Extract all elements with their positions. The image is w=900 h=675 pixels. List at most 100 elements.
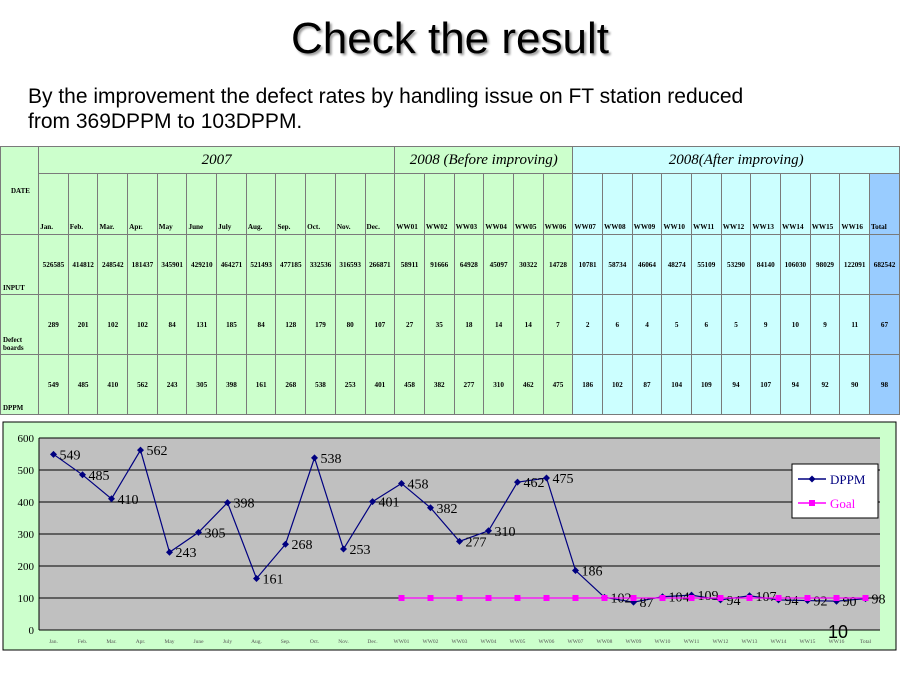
data-point-dppm	[50, 450, 57, 458]
month-header-cell: WW02	[423, 173, 455, 235]
x-tick-label: Feb.	[78, 639, 88, 645]
x-tick-label: June	[193, 639, 204, 645]
month-header-cell: June	[186, 173, 218, 235]
y-tick-label: 100	[18, 593, 35, 605]
data-point-dppm	[543, 474, 550, 482]
data-point-dppm	[79, 471, 86, 479]
dppm-cell: 305	[186, 354, 218, 415]
data-point-dppm	[108, 495, 115, 503]
data-point-dppm	[572, 566, 579, 574]
input-cell: 181437	[127, 234, 158, 295]
input-cell: 266871	[364, 234, 396, 295]
month-header-cell: Sep.	[275, 173, 307, 235]
x-tick-label: Total	[860, 639, 872, 645]
input-cell: 64928	[453, 234, 485, 295]
defect-cell: 6	[691, 294, 722, 355]
data-point-dppm	[224, 499, 231, 507]
x-tick-label: WW02	[423, 639, 439, 645]
x-tick-label: Aug.	[251, 639, 262, 645]
group-after-header: 2008(After improving)	[572, 146, 900, 174]
group-before-header: 2008 (Before improving)	[394, 146, 574, 174]
defect-cell: 14	[483, 294, 514, 355]
x-tick-label: WW01	[394, 639, 410, 645]
x-tick-label: Mar.	[106, 639, 117, 645]
month-header-cell: WW06	[542, 173, 574, 235]
dppm-data-table: DATE 2007 2008 (Before improving) 2008(A…	[0, 146, 900, 415]
month-header-cell: WW04	[483, 173, 514, 235]
dppm-cell: 458	[394, 354, 425, 415]
y-tick-label: 0	[29, 625, 35, 637]
defect-row-label: Defect boards	[0, 294, 40, 355]
month-header-cell: Feb.	[67, 173, 99, 235]
month-header-cell: WW13	[750, 173, 782, 235]
data-label: 94	[785, 594, 799, 609]
slide-title: Check the result	[291, 14, 609, 63]
data-point-goal	[543, 595, 550, 601]
defect-cell: 27	[394, 294, 425, 355]
data-label: 107	[756, 590, 777, 605]
dppm-cell: 277	[453, 354, 485, 415]
data-point-dppm	[166, 548, 173, 556]
month-header-cell: WW14	[780, 173, 811, 235]
data-label: 92	[814, 595, 828, 610]
month-header-cell: Oct.	[305, 173, 336, 235]
y-tick-label: 600	[18, 433, 35, 445]
group-2007-header: 2007	[38, 146, 396, 174]
input-cell: 477185	[275, 234, 307, 295]
defect-cell: 102	[97, 294, 129, 355]
input-row-label: INPUT	[0, 234, 40, 295]
data-point-goal	[775, 595, 782, 601]
input-cell: 30322	[512, 234, 544, 295]
data-point-goal	[427, 595, 434, 601]
defect-cell: 84	[156, 294, 188, 355]
defect-cell: 9	[809, 294, 841, 355]
x-tick-label: WW14	[771, 639, 787, 645]
x-tick-label: WW05	[510, 639, 526, 645]
slide-subtitle: By the improvement the defect rates by h…	[28, 84, 828, 134]
data-label: 253	[350, 543, 371, 558]
dppm-cell: 268	[275, 354, 307, 415]
x-tick-label: WW08	[597, 639, 613, 645]
month-header-cell: May	[156, 173, 188, 235]
dppm-cell: 485	[67, 354, 99, 415]
input-cell: 316593	[334, 234, 366, 295]
data-label: 485	[89, 469, 110, 484]
input-cell: 464271	[216, 234, 247, 295]
data-label: 475	[553, 472, 574, 487]
data-point-dppm	[195, 528, 202, 536]
dppm-cell: 186	[572, 354, 603, 415]
x-tick-label: May	[164, 639, 174, 645]
data-point-dppm	[282, 540, 289, 548]
dppm-cell: 104	[661, 354, 693, 415]
input-cell: 122091	[839, 234, 871, 295]
dppm-cell: 90	[839, 354, 871, 415]
defect-cell: 289	[38, 294, 69, 355]
dppm-cell: 109	[691, 354, 722, 415]
month-header-cell: WW09	[631, 173, 663, 235]
data-label: 186	[582, 564, 603, 579]
data-point-dppm	[311, 454, 318, 462]
dppm-cell: 475	[542, 354, 574, 415]
data-point-dppm	[514, 478, 521, 486]
x-tick-label: WW13	[742, 639, 758, 645]
month-header-cell: WW05	[512, 173, 544, 235]
defect-cell: 179	[305, 294, 336, 355]
data-point-goal	[833, 595, 840, 601]
dppm-cell: 401	[364, 354, 396, 415]
defect-cell: 107	[364, 294, 396, 355]
input-cell: 58734	[602, 234, 633, 295]
x-tick-label: Dec.	[367, 639, 378, 645]
input-cell: 10781	[572, 234, 603, 295]
data-label: 102	[611, 591, 632, 606]
dppm-cell: 549	[38, 354, 69, 415]
input-cell: 58911	[394, 234, 425, 295]
dppm-cell: 538	[305, 354, 336, 415]
input-cell: 91666	[423, 234, 455, 295]
data-point-goal	[746, 595, 753, 601]
month-header-cell: WW16	[839, 173, 871, 235]
x-tick-label: Sep.	[281, 639, 291, 645]
data-label: 382	[437, 502, 458, 517]
data-point-dppm	[398, 479, 405, 487]
legend-label-dppm: DPPM	[830, 472, 866, 487]
defect-cell: 18	[453, 294, 485, 355]
